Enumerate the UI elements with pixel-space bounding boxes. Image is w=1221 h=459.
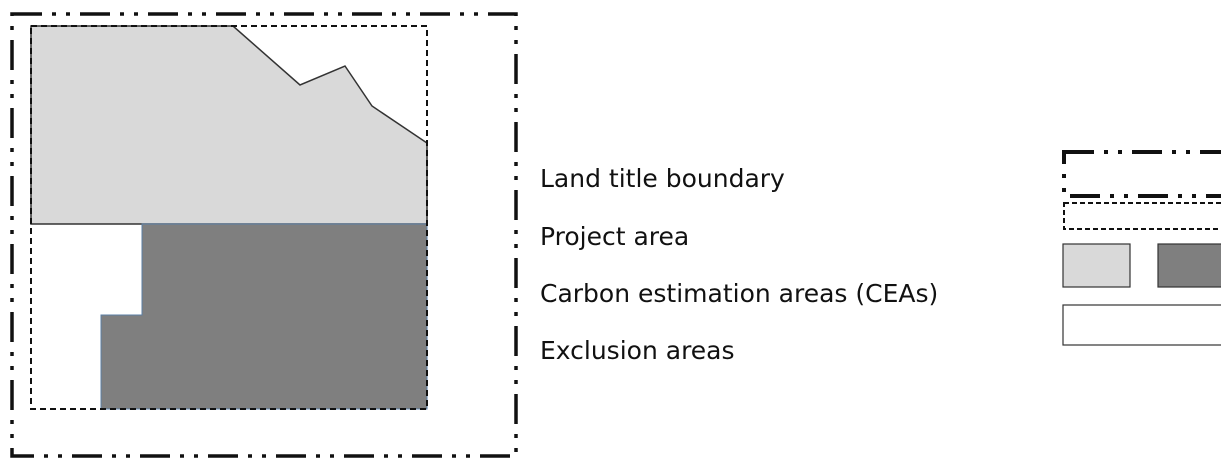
land-title-boundary <box>10 12 518 458</box>
legend-label: Carbon estimation areas (CEAs) <box>540 279 938 308</box>
legend-exclusion <box>1062 304 1221 346</box>
legend-cea-light <box>1062 243 1131 288</box>
legend-project-symbol <box>1063 202 1221 230</box>
legend-label: Project area <box>540 222 689 251</box>
cea-dark <box>100 223 428 410</box>
legend-boundary-symbol <box>1062 150 1221 198</box>
cea-light <box>30 25 428 225</box>
legend-label: Exclusion areas <box>540 336 735 365</box>
legend-cea-dark <box>1157 243 1221 288</box>
legend-label: Land title boundary <box>540 164 785 193</box>
